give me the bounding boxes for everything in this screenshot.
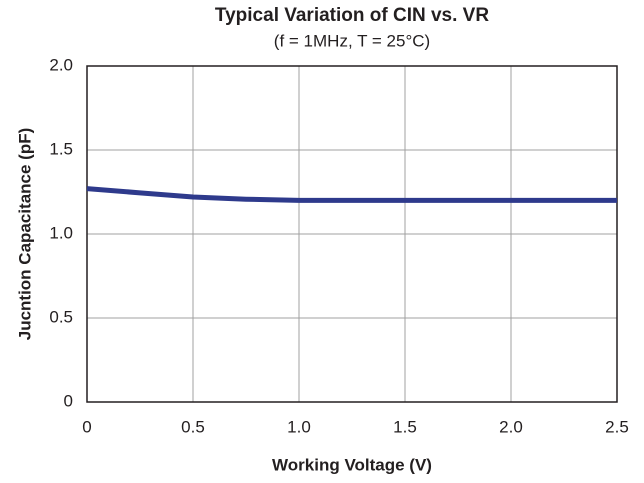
x-tick-label: 2.5: [605, 417, 629, 436]
y-tick-label: 1.5: [49, 139, 73, 158]
y-tick-label: 2.0: [49, 55, 73, 74]
x-tick-label: 0.5: [181, 417, 205, 436]
x-tick-label: 1.5: [393, 417, 417, 436]
chart-title: Typical Variation of CIN vs. VR: [215, 5, 489, 26]
x-tick-label: 0: [82, 417, 91, 436]
y-axis-label: Jucntion Capacitance (pF): [15, 128, 34, 341]
y-tick-label: 0: [64, 391, 73, 410]
x-tick-label: 2.0: [499, 417, 523, 436]
x-tick-label: 1.0: [287, 417, 311, 436]
chart-subtitle: (f = 1MHz, T = 25°C): [274, 31, 430, 50]
x-axis-label: Working Voltage (V): [272, 455, 432, 474]
y-tick-label: 0.5: [49, 307, 73, 326]
data-line: [86, 186, 617, 203]
y-tick-label: 1.0: [49, 223, 73, 242]
plot-border: [86, 65, 618, 403]
